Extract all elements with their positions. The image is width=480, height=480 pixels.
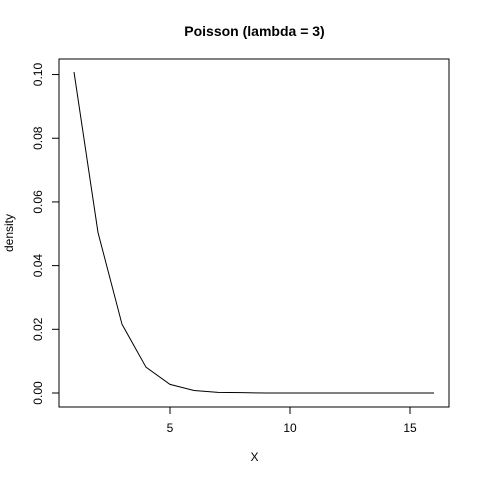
y-tick-label: 0.02 bbox=[31, 317, 45, 341]
plot-frame bbox=[58, 58, 450, 408]
x-tick-label: 15 bbox=[403, 421, 417, 435]
y-tick-label: 0.04 bbox=[31, 254, 45, 278]
y-tick-label: 0.08 bbox=[31, 126, 45, 150]
x-axis-label: X bbox=[250, 450, 258, 464]
y-tick-label: 0.10 bbox=[31, 63, 45, 87]
chart-title: Poisson (lambda = 3) bbox=[184, 23, 324, 39]
x-tick-label: 5 bbox=[167, 421, 174, 435]
y-axis: 0.00 0.02 0.04 0.06 0.08 0.10 bbox=[31, 63, 60, 405]
y-tick-label: 0.00 bbox=[31, 381, 45, 405]
x-axis: 5 10 15 bbox=[167, 406, 417, 435]
y-axis-label: density bbox=[2, 214, 16, 252]
y-tick-label: 0.06 bbox=[31, 190, 45, 214]
x-tick-label: 10 bbox=[283, 421, 297, 435]
density-line bbox=[73, 71, 434, 394]
series-group bbox=[73, 71, 434, 394]
